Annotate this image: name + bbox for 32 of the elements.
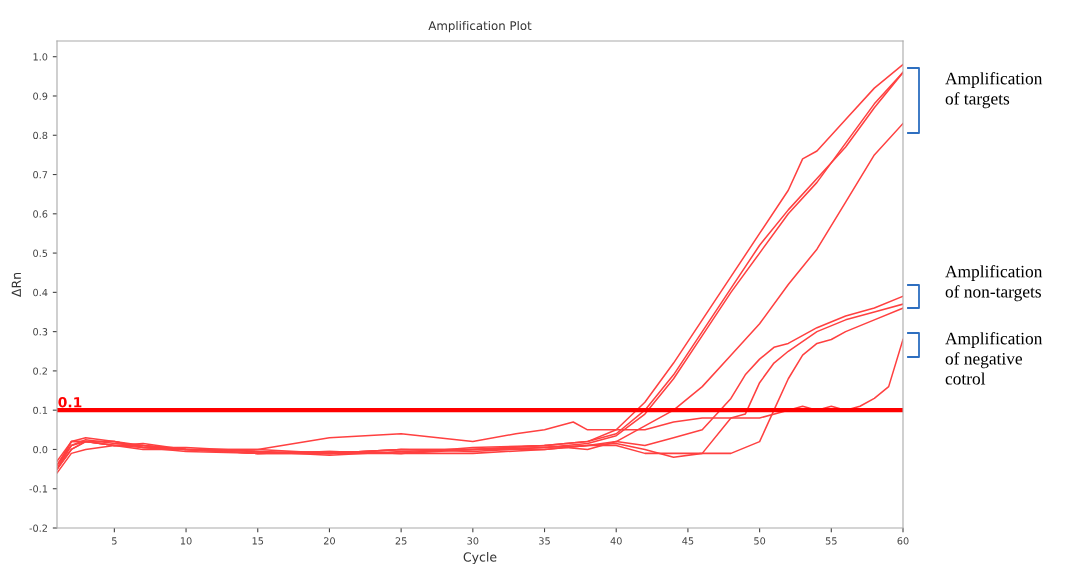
x-tick-label: 30 xyxy=(467,537,479,545)
x-tick-label: 50 xyxy=(754,537,766,545)
x-tick-label: 20 xyxy=(323,537,335,545)
y-tick-label: 0.5 xyxy=(33,249,48,257)
text: Amplification of non-targets xyxy=(945,265,1043,302)
x-axis-title: Cycle xyxy=(463,551,497,565)
y-axis-title: ΔRn xyxy=(11,272,21,297)
y-tick-label: 0.7 xyxy=(33,171,48,179)
ref-line-label: 0.1 xyxy=(58,396,82,408)
y-tick-label: 1.0 xyxy=(33,53,48,61)
y-tick-label: 0.1 xyxy=(33,406,48,415)
y-tick-label: 0.6 xyxy=(33,210,48,218)
x-tick-label: 45 xyxy=(682,537,694,545)
y-tick-label: 0.2 xyxy=(33,367,47,375)
chart-title: Amplification Plot xyxy=(428,20,532,33)
x-tick-label: 40 xyxy=(610,537,622,545)
y-tick-label: -0.1 xyxy=(29,485,48,493)
x-tick-label: 10 xyxy=(180,537,192,545)
y-tick-label: -0.2 xyxy=(29,524,47,532)
x-tick-label: 15 xyxy=(252,537,264,545)
text: Amplification of negative cotrol xyxy=(945,332,1043,385)
x-tick-label: 25 xyxy=(395,537,407,545)
y-tick-label: 0.9 xyxy=(33,92,48,100)
y-tick-label: 0.8 xyxy=(33,131,48,140)
y-tick-label: 0.4 xyxy=(33,288,48,297)
text: Amplification of targets xyxy=(945,72,1043,109)
x-tick-label: 55 xyxy=(825,537,837,545)
x-tick-label: 35 xyxy=(539,537,550,545)
y-tick-label: 0.0 xyxy=(33,445,48,454)
y-tick-label: 0.3 xyxy=(33,328,48,336)
x-tick-label: 60 xyxy=(897,537,909,545)
x-tick-label: 5 xyxy=(112,537,117,545)
